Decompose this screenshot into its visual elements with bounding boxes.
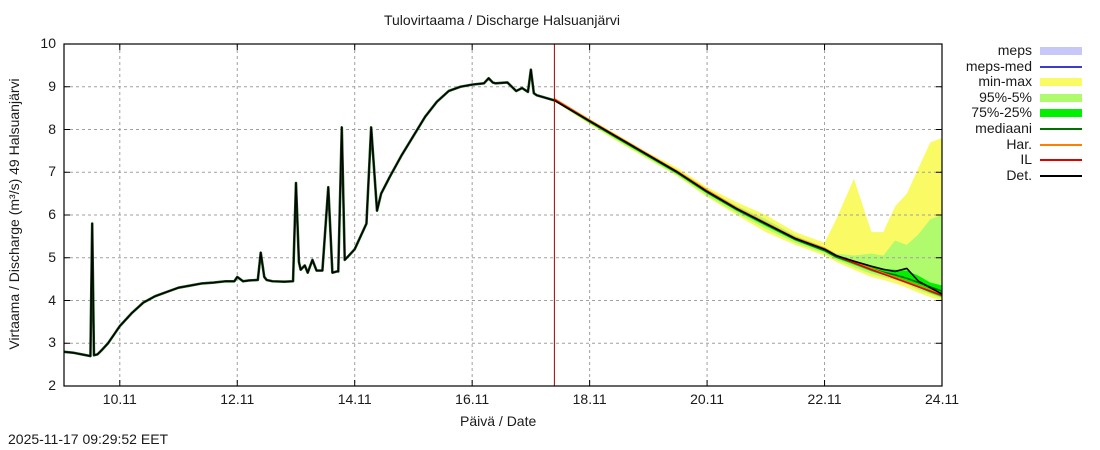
x-tick-label: 22.11 <box>807 391 842 407</box>
x-tick-label: 20.11 <box>690 391 725 407</box>
x-tick-label: 14.11 <box>337 391 372 407</box>
chart-title: Tulovirtaama / Discharge Halsuanjärvi <box>383 12 621 28</box>
grid-lines <box>64 44 942 386</box>
x-axis-label: Päivä / Date <box>460 413 537 429</box>
legend-swatch-icon <box>1040 47 1082 55</box>
y-tick-label: 10 <box>40 35 56 51</box>
y-axis-label: Virtaama / Discharge (m³/s) 49 Halsuanjä… <box>6 78 22 350</box>
series-det <box>553 99 943 295</box>
legend-swatch-icon <box>1040 109 1082 118</box>
legend-item: IL <box>940 152 1100 168</box>
x-tick-label: 10.11 <box>102 391 137 407</box>
legend-item: 75%-25% <box>940 105 1100 121</box>
legend-swatch-icon <box>1040 78 1082 87</box>
legend-label: meps <box>997 42 1032 58</box>
legend-label: 95%-5% <box>979 88 1032 105</box>
observed-halo <box>63 68 555 358</box>
legend-label: Det. <box>1006 166 1032 183</box>
legend-item: Har. <box>940 135 1100 153</box>
legend-label: IL <box>1020 151 1032 168</box>
legend-label: Har. <box>1006 135 1032 152</box>
y-tick-label: 7 <box>48 163 56 180</box>
y-tick-label: 4 <box>48 291 56 308</box>
legend-label: meps-med <box>965 57 1032 74</box>
legend-item: meps-med <box>940 57 1100 75</box>
legend-swatch-icon <box>1040 93 1082 102</box>
legend-item: meps <box>940 43 1100 59</box>
x-tick-label: 18.11 <box>572 391 607 407</box>
legend-label: 75%-25% <box>971 104 1032 121</box>
legend-label: min-max <box>978 73 1032 90</box>
axis-ticks <box>64 43 943 387</box>
legend: meps meps-med min-max 95%-5% 75%-25% mediaani… <box>940 43 1100 183</box>
y-tick-label: 8 <box>48 120 56 137</box>
y-tick-label: 6 <box>48 206 56 222</box>
legend-swatch-icon <box>1040 143 1082 146</box>
data-lines <box>63 68 943 358</box>
legend-swatch-icon <box>1040 65 1082 68</box>
legend-label: mediaani <box>975 119 1032 136</box>
legend-swatch-icon <box>1040 127 1082 130</box>
y-tick-label: 9 <box>48 77 56 94</box>
legend-item: mediaani <box>940 119 1100 137</box>
x-tick-label: 24.11 <box>925 391 959 407</box>
y-tick-label: 5 <box>48 248 56 265</box>
legend-item: 95%-5% <box>940 88 1100 106</box>
timestamp: 2025-11-17 09:29:52 EET <box>8 431 169 447</box>
y-tick-label: 3 <box>48 334 56 351</box>
observed-line <box>63 68 555 357</box>
legend-swatch-icon <box>1040 174 1082 177</box>
legend-swatch-icon <box>1040 159 1082 162</box>
y-tick-label: 2 <box>48 377 56 393</box>
x-tick-label: 12.11 <box>220 391 255 407</box>
legend-item: min-max <box>940 74 1100 90</box>
min-max-band <box>554 98 942 302</box>
legend-item: Det. <box>940 166 1100 184</box>
x-tick-label: 16.11 <box>455 391 490 407</box>
